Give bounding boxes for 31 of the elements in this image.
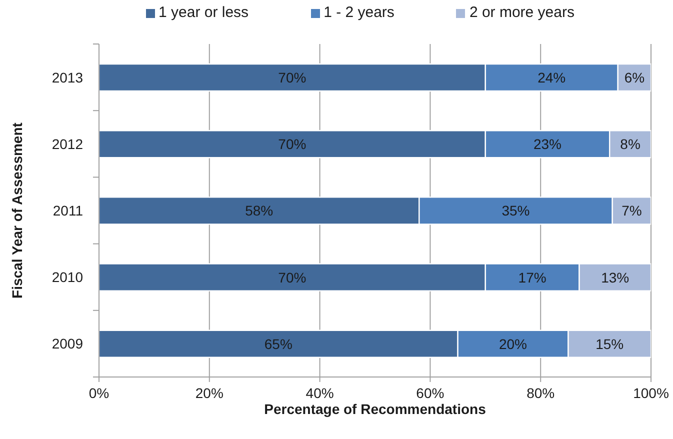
y-tick-label: 2012 — [52, 136, 84, 152]
x-tick-label: 20% — [195, 384, 224, 401]
data-label: 7% — [622, 202, 642, 219]
legend-label: 2 or more years — [469, 4, 574, 21]
y-axis-title: Fiscal Year of Assessment — [9, 122, 25, 298]
y-tick-label: 2011 — [52, 202, 84, 218]
legend-label: 1 - 2 years — [324, 4, 394, 21]
data-label: 20% — [498, 336, 528, 352]
data-label: 8% — [620, 136, 640, 152]
legend-label: 1 year or less — [158, 4, 249, 21]
y-tick-label: 2010 — [52, 269, 84, 286]
x-axis-title: Percentage of Recommendations — [264, 401, 486, 417]
data-label: 24% — [538, 70, 566, 86]
x-tick-label: 60% — [416, 384, 444, 401]
data-label: 70% — [278, 269, 306, 286]
data-label: 35% — [502, 202, 530, 219]
data-label: 70% — [278, 136, 306, 152]
data-label: 17% — [518, 269, 546, 286]
data-label: 70% — [278, 70, 306, 86]
data-label: 15% — [596, 336, 624, 352]
data-label: 65% — [264, 336, 292, 352]
data-label: 6% — [624, 70, 645, 86]
x-tick-label: 0% — [88, 384, 110, 401]
data-label: 23% — [533, 136, 562, 152]
x-tick-label: 80% — [526, 384, 555, 401]
x-tick-label: 40% — [306, 384, 334, 401]
data-label: 13% — [601, 269, 630, 286]
y-tick-label: 2013 — [52, 69, 84, 86]
x-tick-label: 100% — [633, 384, 669, 401]
y-tick-label: 2009 — [52, 336, 84, 352]
data-label: 58% — [245, 202, 274, 219]
